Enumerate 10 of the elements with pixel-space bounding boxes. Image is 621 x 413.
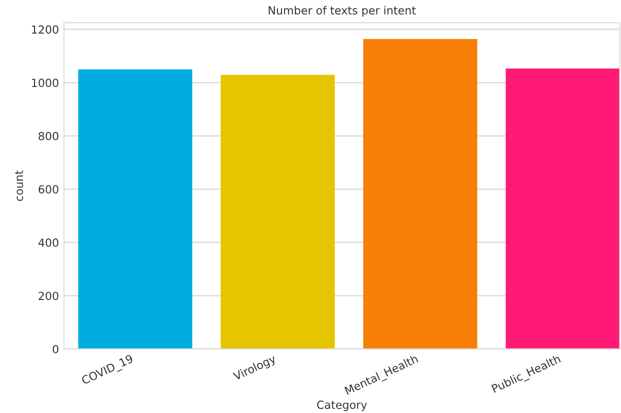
y-axis-title: count bbox=[15, 170, 24, 201]
x-axis-title: Category bbox=[317, 400, 367, 412]
y-tick-label: 1200 bbox=[32, 25, 58, 34]
y-tick-label: 200 bbox=[38, 292, 58, 300]
chart-title: Number of texts per intent bbox=[268, 6, 416, 17]
y-tick-label: 0 bbox=[52, 344, 58, 354]
y-tick-label: 1000 bbox=[32, 78, 58, 88]
y-tick-label: 800 bbox=[38, 132, 58, 140]
y-tick-label: 600 bbox=[38, 185, 58, 194]
y-tick-label: 400 bbox=[38, 238, 58, 247]
